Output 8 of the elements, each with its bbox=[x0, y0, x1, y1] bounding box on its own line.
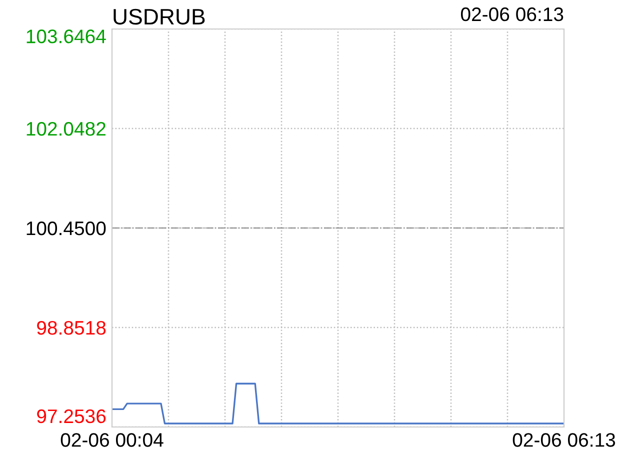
chart-title: USDRUB bbox=[114, 8, 205, 25]
y-tick-label: 97.2536 bbox=[37, 409, 106, 424]
y-tick-label: 102.0482 bbox=[26, 122, 106, 136]
text: 02-06 06:13 bbox=[460, 7, 564, 22]
y-tick-label: 100.4500 bbox=[26, 221, 106, 236]
y-tick-label: 98.8518 bbox=[37, 320, 106, 335]
y-tick-label: 103.6464 bbox=[26, 30, 106, 44]
x-tick-label: 02-06 00:04 bbox=[60, 433, 164, 447]
